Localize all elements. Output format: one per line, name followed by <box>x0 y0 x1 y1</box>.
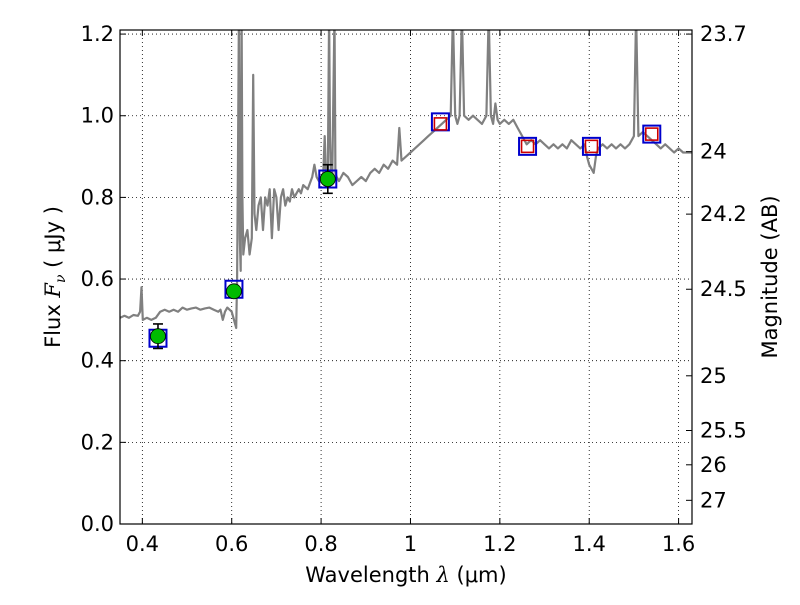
series-layer <box>120 30 692 350</box>
spectrum-line <box>120 30 692 330</box>
y2-tick-label: 27 <box>700 488 727 512</box>
observed-photometry-point <box>226 283 242 300</box>
x-tick-label: 1.6 <box>662 532 695 556</box>
model-photometry-square <box>518 136 538 156</box>
x-tick-label: 1.2 <box>483 532 516 556</box>
x-tick-label: 0.6 <box>215 532 248 556</box>
x-tick-label: 1 <box>404 532 417 556</box>
x-tick-label: 0.8 <box>304 532 337 556</box>
x-tick-label: 1.4 <box>573 532 606 556</box>
y2-axis-title: Magnitude (AB) <box>758 195 782 358</box>
model-photometry-square <box>642 124 662 144</box>
y-axis-title: Flux Fν ( μJy ) <box>41 206 69 348</box>
x-axis-title: Wavelength λ (μm) <box>305 563 506 587</box>
observed-photometry-point <box>319 171 336 187</box>
y2-tick-label: 24 <box>700 140 727 164</box>
upper-limit-square <box>584 139 599 154</box>
upper-limit-square <box>644 127 659 141</box>
y2-tick-label: 24.2 <box>700 202 747 226</box>
tick-marks <box>120 30 692 525</box>
model-photometry-square <box>581 136 601 156</box>
y2-tick-label: 25.5 <box>700 419 747 443</box>
grid-lines <box>120 30 692 525</box>
y2-tick-label: 23.7 <box>700 22 747 46</box>
y-tick-label: 0.0 <box>81 512 114 536</box>
y-tick-label: 0.8 <box>81 185 114 209</box>
plot-frame <box>119 29 693 525</box>
y-tick-label: 1.2 <box>81 22 114 46</box>
y2-tick-label: 26 <box>700 453 727 477</box>
y-tick-label: 0.6 <box>81 267 114 291</box>
upper-limit-square <box>520 139 535 154</box>
x-tick-label: 0.4 <box>126 532 159 556</box>
y-tick-label: 0.4 <box>81 349 114 373</box>
y-tick-label: 0.2 <box>81 430 114 454</box>
y2-tick-label: 25 <box>700 364 727 388</box>
y-tick-label: 1.0 <box>81 104 114 128</box>
y2-tick-label: 24.5 <box>700 277 747 301</box>
upper-limit-square <box>433 117 448 131</box>
observed-photometry-point <box>150 328 166 345</box>
